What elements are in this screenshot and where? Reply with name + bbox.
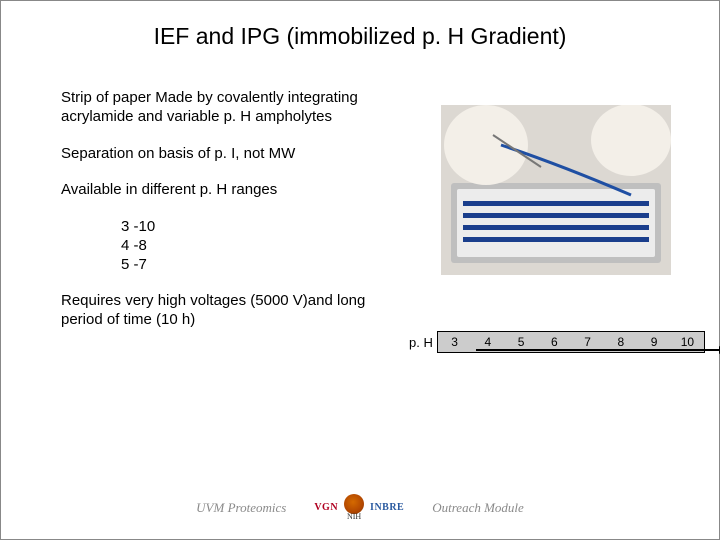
ph-range-item: 3 -10 xyxy=(121,218,381,237)
footer-left-text: UVM Proteomics xyxy=(196,500,286,516)
ph-scale: p. H 3 4 5 6 7 8 9 10 xyxy=(409,331,709,361)
paragraph-voltage: Requires very high voltages (5000 V)and … xyxy=(61,292,381,330)
ph-tick: 3 xyxy=(438,332,471,352)
slide-footer: UVM Proteomics VGN NIH INBRE Outreach Mo… xyxy=(1,494,719,521)
institution-seal-icon xyxy=(344,494,364,514)
ph-range-item: 5 -7 xyxy=(121,256,381,275)
ph-range-item: 4 -8 xyxy=(121,237,381,256)
ph-scale-label: p. H xyxy=(409,335,433,350)
paragraph-separation: Separation on basis of p. I, not MW xyxy=(61,145,381,164)
nih-label: NIH xyxy=(347,512,361,521)
ief-tray-photo xyxy=(441,105,671,275)
vgn-logo-icon: VGN xyxy=(314,502,338,513)
body-text-column: Strip of paper Made by covalently integr… xyxy=(61,89,381,348)
paragraph-available: Available in different p. H ranges xyxy=(61,181,381,200)
inbre-logo-icon: INBRE xyxy=(370,502,404,513)
ief-tray-illustration xyxy=(441,105,671,275)
footer-right-text: Outreach Module xyxy=(432,500,524,516)
ph-scale-box: 3 4 5 6 7 8 9 10 xyxy=(437,331,705,353)
ph-gradient-arrow-icon xyxy=(476,347,720,353)
slide-title: IEF and IPG (immobilized p. H Gradient) xyxy=(1,23,719,50)
paragraph-strip: Strip of paper Made by covalently integr… xyxy=(61,89,381,127)
ph-range-list: 3 -10 4 -8 5 -7 xyxy=(121,218,381,274)
slide: IEF and IPG (immobilized p. H Gradient) … xyxy=(0,0,720,540)
footer-logos: VGN NIH INBRE xyxy=(314,494,404,521)
